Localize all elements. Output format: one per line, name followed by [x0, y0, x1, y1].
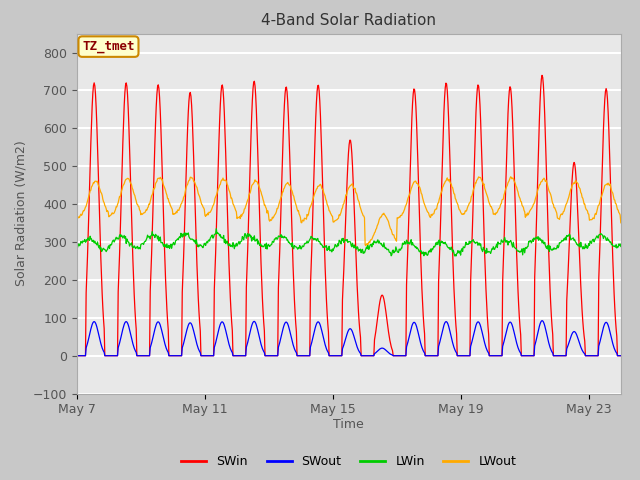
Y-axis label: Solar Radiation (W/m2): Solar Radiation (W/m2)	[14, 141, 27, 287]
Legend: SWin, SWout, LWin, LWout: SWin, SWout, LWin, LWout	[176, 450, 522, 473]
X-axis label: Time: Time	[333, 418, 364, 431]
Text: TZ_tmet: TZ_tmet	[82, 40, 135, 53]
Title: 4-Band Solar Radiation: 4-Band Solar Radiation	[261, 13, 436, 28]
